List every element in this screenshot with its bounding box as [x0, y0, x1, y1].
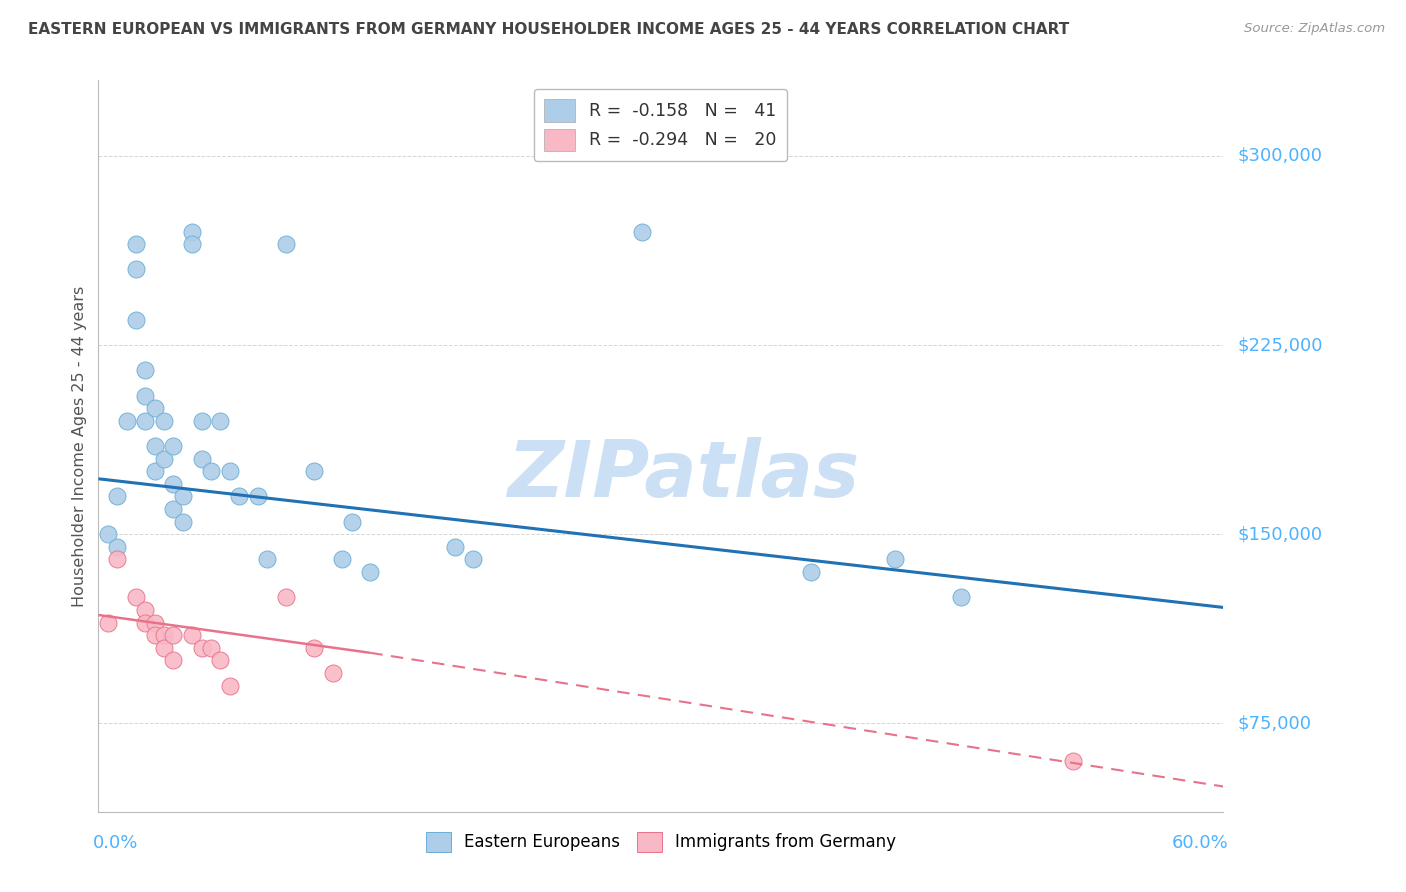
Point	[162, 476, 184, 491]
Point	[172, 515, 194, 529]
Point	[97, 527, 120, 541]
Point	[162, 653, 184, 667]
Point	[181, 628, 204, 642]
Text: Source: ZipAtlas.com: Source: ZipAtlas.com	[1244, 22, 1385, 36]
Point	[115, 414, 138, 428]
Point	[1062, 754, 1084, 768]
Point	[97, 615, 120, 630]
Text: 60.0%: 60.0%	[1173, 834, 1229, 852]
Point	[340, 515, 363, 529]
Text: $300,000: $300,000	[1237, 147, 1322, 165]
Point	[218, 464, 240, 478]
Point	[134, 363, 156, 377]
Point	[153, 628, 176, 642]
Point	[134, 388, 156, 402]
Point	[181, 237, 204, 252]
Point	[200, 640, 222, 655]
Point	[162, 439, 184, 453]
Point	[200, 464, 222, 478]
Point	[143, 439, 166, 453]
Point	[105, 552, 128, 566]
Point	[949, 591, 972, 605]
Text: ZIPatlas: ZIPatlas	[508, 437, 859, 513]
Point	[302, 640, 325, 655]
Point	[246, 490, 269, 504]
Point	[125, 313, 148, 327]
Y-axis label: Householder Income Ages 25 - 44 years: Householder Income Ages 25 - 44 years	[72, 285, 87, 607]
Point	[143, 401, 166, 416]
Point	[134, 615, 156, 630]
Point	[209, 414, 232, 428]
Point	[162, 628, 184, 642]
Text: EASTERN EUROPEAN VS IMMIGRANTS FROM GERMANY HOUSEHOLDER INCOME AGES 25 - 44 YEAR: EASTERN EUROPEAN VS IMMIGRANTS FROM GERM…	[28, 22, 1070, 37]
Point	[181, 225, 204, 239]
Point	[143, 628, 166, 642]
Point	[153, 414, 176, 428]
Point	[443, 540, 465, 554]
Text: $75,000: $75,000	[1237, 714, 1312, 732]
Point	[190, 451, 212, 466]
Point	[134, 414, 156, 428]
Point	[463, 552, 485, 566]
Point	[884, 552, 907, 566]
Point	[302, 464, 325, 478]
Point	[330, 552, 353, 566]
Point	[274, 591, 297, 605]
Point	[143, 464, 166, 478]
Text: 0.0%: 0.0%	[93, 834, 138, 852]
Point	[218, 679, 240, 693]
Point	[125, 262, 148, 277]
Point	[125, 591, 148, 605]
Point	[172, 490, 194, 504]
Point	[359, 565, 381, 579]
Text: $225,000: $225,000	[1237, 336, 1323, 354]
Text: $150,000: $150,000	[1237, 525, 1322, 543]
Point	[134, 603, 156, 617]
Point	[228, 490, 250, 504]
Point	[162, 502, 184, 516]
Point	[105, 490, 128, 504]
Point	[274, 237, 297, 252]
Point	[190, 414, 212, 428]
Point	[209, 653, 232, 667]
Point	[153, 640, 176, 655]
Point	[105, 540, 128, 554]
Point	[153, 451, 176, 466]
Point	[143, 615, 166, 630]
Point	[125, 237, 148, 252]
Point	[322, 665, 344, 680]
Point	[800, 565, 823, 579]
Legend: Eastern Europeans, Immigrants from Germany: Eastern Europeans, Immigrants from Germa…	[419, 826, 903, 858]
Point	[190, 640, 212, 655]
Point	[631, 225, 654, 239]
Point	[256, 552, 278, 566]
